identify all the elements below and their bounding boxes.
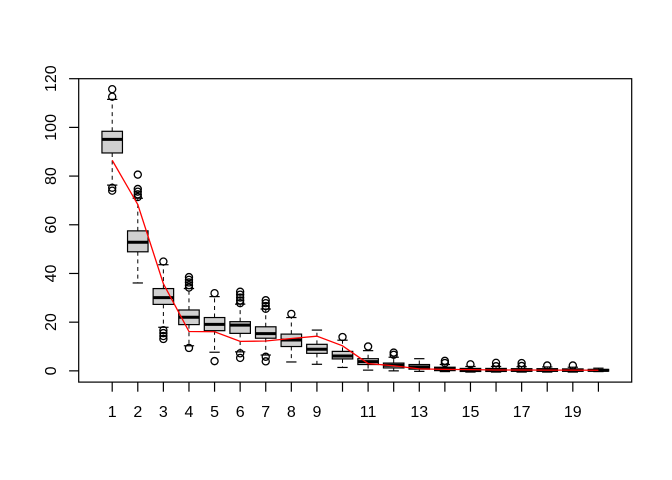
svg-text:120: 120 bbox=[43, 65, 60, 92]
svg-text:60: 60 bbox=[43, 216, 60, 234]
svg-text:17: 17 bbox=[513, 404, 531, 421]
svg-text:6: 6 bbox=[236, 404, 245, 421]
svg-text:8: 8 bbox=[287, 404, 296, 421]
svg-text:5: 5 bbox=[210, 404, 219, 421]
svg-text:40: 40 bbox=[43, 264, 60, 282]
svg-text:11: 11 bbox=[360, 404, 377, 421]
svg-text:1: 1 bbox=[108, 404, 117, 421]
svg-text:19: 19 bbox=[564, 404, 582, 421]
svg-text:13: 13 bbox=[410, 404, 428, 421]
svg-text:0: 0 bbox=[43, 366, 60, 375]
svg-text:3: 3 bbox=[159, 404, 168, 421]
svg-text:20: 20 bbox=[43, 313, 60, 331]
svg-text:2: 2 bbox=[133, 404, 142, 421]
svg-text:80: 80 bbox=[43, 167, 60, 185]
svg-text:15: 15 bbox=[462, 404, 480, 421]
svg-text:100: 100 bbox=[43, 114, 60, 141]
svg-text:7: 7 bbox=[261, 404, 270, 421]
svg-text:9: 9 bbox=[312, 404, 321, 421]
svg-text:4: 4 bbox=[185, 404, 194, 421]
